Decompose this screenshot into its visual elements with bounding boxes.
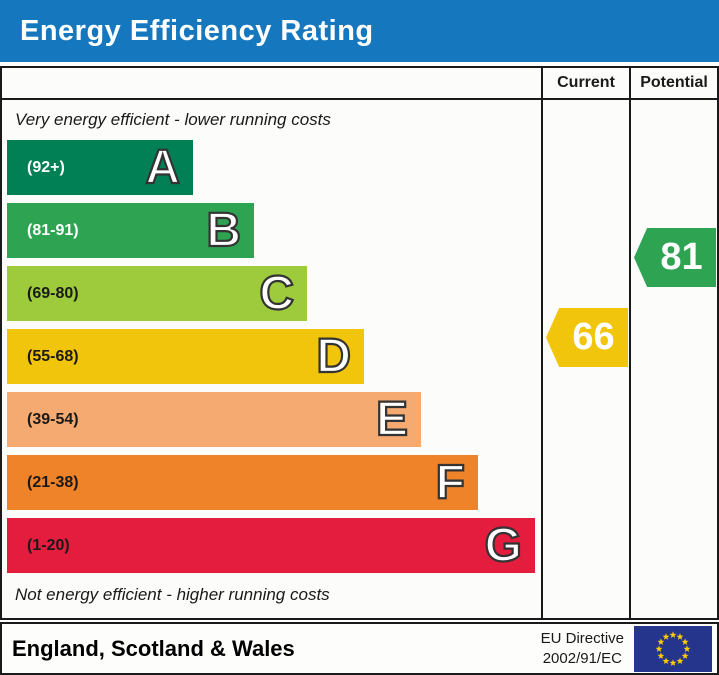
band-e-range: (39-54) [27,410,79,428]
band-b-letter: B [205,203,242,258]
column-divider [541,68,543,618]
column-divider [629,68,631,618]
band-f-letter: F [435,455,467,510]
band-c: (69-80) C [7,266,307,321]
band-d: (55-68) D [7,329,364,384]
band-b-range: (81-91) [27,221,79,239]
header-row-divider [2,98,717,100]
band-e-letter: E [375,392,409,447]
band-a: (92+) A [7,140,193,195]
potential-rating-value: 81 [660,236,703,278]
band-c-letter: C [258,266,295,321]
band-c-range: (69-80) [27,284,79,302]
potential-column-header: Potential [640,74,708,91]
eu-directive-line1: EU Directive [540,630,624,647]
bottom-note: Not energy efficient - higher running co… [15,585,330,604]
band-e: (39-54) E [7,392,421,447]
band-g-range: (1-20) [27,536,70,554]
top-note: Very energy efficient - lower running co… [15,110,331,129]
band-b: (81-91) B [7,203,254,258]
potential-rating-badge: 81 [634,228,716,287]
footer: England, Scotland & Wales EU Directive 2… [0,622,719,675]
current-rating-badge: 66 [546,308,628,367]
eu-directive-line2: 2002/91/EC [542,649,622,667]
region-label: England, Scotland & Wales [12,635,295,661]
band-f: (21-38) F [7,455,478,510]
band-d-letter: D [315,329,352,384]
eu-directive-label: EU Directive 2002/91/EC [541,624,624,673]
band-g: (1-20) G [7,518,535,573]
band-f-range: (21-38) [27,473,79,491]
page-title: Energy Efficiency Rating [20,14,374,47]
eu-flag-icon [634,626,712,672]
band-d-range: (55-68) [27,347,79,365]
title-bar: Energy Efficiency Rating [0,0,719,62]
current-rating-value: 66 [572,316,615,358]
current-column-header: Current [557,74,615,91]
band-a-range: (92+) [27,158,65,176]
band-a-letter: A [144,140,181,195]
band-g-letter: G [484,518,524,573]
